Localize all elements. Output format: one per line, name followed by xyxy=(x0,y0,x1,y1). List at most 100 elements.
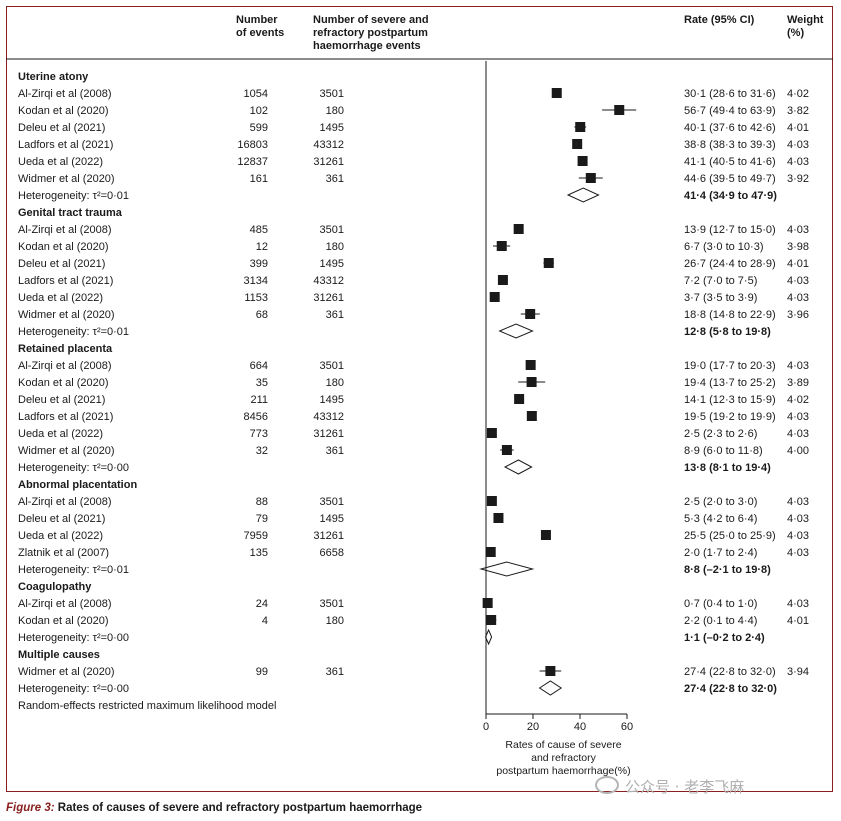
point-estimate-marker xyxy=(513,224,524,234)
x-tick-label: 20 xyxy=(527,721,539,733)
severe-events-value: 361 xyxy=(326,309,344,321)
point-estimate-marker xyxy=(526,377,537,387)
study-label: Widmer et al (2020) xyxy=(18,445,115,457)
severe-events-value: 3501 xyxy=(320,224,344,236)
weight-value: 3·92 xyxy=(787,173,809,185)
group-heading: Genital tract trauma xyxy=(18,207,123,219)
rate-ci-value: 25·5 (25·0 to 25·9) xyxy=(684,530,776,542)
weight-column-header: Weight (%) xyxy=(787,14,823,40)
study-label: Ueda et al (2022) xyxy=(18,530,103,542)
pooled-estimate-value: 8·8 (–2·1 to 19·8) xyxy=(684,564,771,576)
severe-events-value: 1495 xyxy=(320,122,344,134)
severe-events-value: 1495 xyxy=(320,513,344,525)
severe-events-value: 361 xyxy=(326,445,344,457)
severe-events-value: 31261 xyxy=(313,156,344,168)
rate-ci-value: 8·9 (6·0 to 11·8) xyxy=(684,445,763,457)
rate-ci-value: 2·5 (2·0 to 3·0) xyxy=(684,496,757,508)
rate-ci-value: 5·3 (4·2 to 6·4) xyxy=(684,513,757,525)
study-label: Deleu et al (2021) xyxy=(18,122,105,134)
figure-frame xyxy=(6,6,833,792)
x-axis-label: postpartum haemorrhage(%) xyxy=(496,765,630,777)
severe-events-value: 3501 xyxy=(320,360,344,372)
study-label: Deleu et al (2021) xyxy=(18,258,105,270)
point-estimate-marker xyxy=(493,513,504,523)
events-value: 102 xyxy=(250,105,268,117)
point-estimate-marker xyxy=(482,598,493,608)
events-header-line: of events xyxy=(236,27,285,39)
caption-label: Figure 3: xyxy=(6,802,55,814)
events-header-line: Number xyxy=(236,14,278,26)
point-estimate-marker xyxy=(486,615,497,625)
rate-ci-value: 19·5 (19·2 to 19·9) xyxy=(684,411,776,423)
point-estimate-marker xyxy=(614,105,625,115)
events-value: 664 xyxy=(250,360,268,372)
x-tick-label: 40 xyxy=(574,721,586,733)
rate-ci-value: 3·7 (3·5 to 3·9) xyxy=(684,292,757,304)
severe-events-value: 180 xyxy=(326,615,344,627)
x-axis-label: Rates of cause of severe xyxy=(505,739,621,751)
rate-ci-value: 6·7 (3·0 to 10·3) xyxy=(684,241,763,253)
study-label: Ueda et al (2022) xyxy=(18,292,103,304)
rate-ci-value: 2·2 (0·1 to 4·4) xyxy=(684,615,757,627)
pooled-estimate-value: 13·8 (8·1 to 19·4) xyxy=(684,462,771,474)
events-value: 32 xyxy=(256,445,268,457)
severe-events-value: 180 xyxy=(326,241,344,253)
point-estimate-marker xyxy=(485,547,496,557)
severe-events-value: 3501 xyxy=(320,496,344,508)
study-label: Kodan et al (2020) xyxy=(18,105,109,117)
pooled-estimate-value: 27·4 (22·8 to 32·0) xyxy=(684,683,777,695)
point-estimate-marker xyxy=(575,122,586,132)
point-estimate-marker xyxy=(486,428,497,438)
heterogeneity-label: Heterogeneity: τ²=0·00 xyxy=(18,683,129,695)
severe-events-value: 43312 xyxy=(313,411,344,423)
weight-value: 4·03 xyxy=(787,547,809,559)
point-estimate-marker xyxy=(489,292,500,302)
events-value: 8456 xyxy=(244,411,268,423)
rate-ci-value: 19·0 (17·7 to 20·3) xyxy=(684,360,776,372)
rate-ci-value: 44·6 (39·5 to 49·7) xyxy=(684,173,776,185)
weight-value: 4·03 xyxy=(787,513,809,525)
events-value: 773 xyxy=(250,428,268,440)
pooled-diamond xyxy=(484,628,493,646)
heterogeneity-label: Heterogeneity: τ²=0·00 xyxy=(18,632,129,644)
severe-events-value: 361 xyxy=(326,666,344,678)
pooled-diamond xyxy=(479,561,535,577)
point-estimate-marker xyxy=(585,173,596,183)
rate-ci-value: 7·2 (7·0 to 7·5) xyxy=(684,275,757,287)
heterogeneity-label: Heterogeneity: τ²=0·00 xyxy=(18,462,129,474)
study-label: Deleu et al (2021) xyxy=(18,513,105,525)
study-label: Deleu et al (2021) xyxy=(18,394,105,406)
pooled-estimate-value: 12·8 (5·8 to 19·8) xyxy=(684,326,771,338)
events-value: 161 xyxy=(250,173,268,185)
rate-column-header: Rate (95% CI) xyxy=(684,14,755,26)
study-label: Ueda et al (2022) xyxy=(18,156,103,168)
caption-text: Rates of causes of severe and refractory… xyxy=(57,802,423,814)
figure-caption: Figure 3: Rates of causes of severe and … xyxy=(6,802,422,814)
pooled-diamond xyxy=(503,459,533,475)
events-value: 12 xyxy=(256,241,268,253)
weight-value: 3·98 xyxy=(787,241,809,253)
weight-value: 4·03 xyxy=(787,275,809,287)
study-label: Widmer et al (2020) xyxy=(18,173,115,185)
heterogeneity-label: Heterogeneity: τ²=0·01 xyxy=(18,564,129,576)
events-value: 79 xyxy=(256,513,268,525)
study-label: Al-Zirqi et al (2008) xyxy=(18,224,112,236)
weight-value: 4·03 xyxy=(787,411,809,423)
pooled-diamond xyxy=(538,680,563,696)
events-value: 599 xyxy=(250,122,268,134)
rate-ci-value: 27·4 (22·8 to 32·0) xyxy=(684,666,776,678)
group-heading: Abnormal placentation xyxy=(18,479,137,491)
weight-value: 4·01 xyxy=(787,615,809,627)
rate-ci-value: 40·1 (37·6 to 42·6) xyxy=(684,122,776,134)
rate-ci-value: 18·8 (14·8 to 22·9) xyxy=(684,309,776,321)
point-estimate-marker xyxy=(525,309,536,319)
study-label: Al-Zirqi et al (2008) xyxy=(18,496,112,508)
group-heading: Uterine atony xyxy=(18,71,89,83)
point-estimate-marker xyxy=(496,241,507,251)
events-value: 16803 xyxy=(237,139,268,151)
weight-value: 4·02 xyxy=(787,394,809,406)
events-column-header: Number of events xyxy=(236,14,284,40)
weight-value: 4·02 xyxy=(787,88,809,100)
weight-value: 4·03 xyxy=(787,428,809,440)
pooled-diamond xyxy=(566,187,600,203)
